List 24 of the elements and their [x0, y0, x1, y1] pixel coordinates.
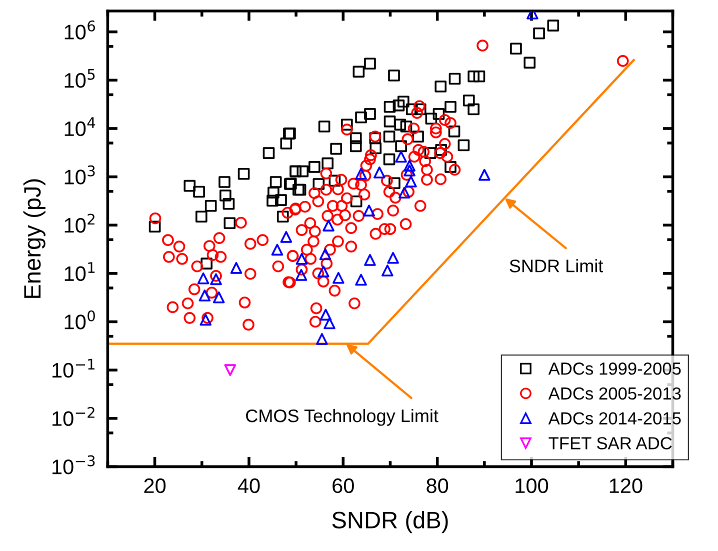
legend-label: ADCs 2005-2013 [548, 387, 681, 400]
y-tick-label: 10$^{2}$ [64, 214, 94, 233]
legend-label: ADCs 1999-2005 [548, 362, 681, 375]
x-tick-label: 20 [144, 478, 166, 494]
x-tick-label: 60 [332, 478, 354, 494]
annotation: CMOS Technology Limit [246, 408, 438, 426]
y-tick-label: 10$^{−1}$ [52, 358, 94, 378]
legend-label: ADCs 2014-2015 [548, 412, 681, 425]
y-tick-label: 10$^{0}$ [64, 310, 95, 330]
y-tick-label: 10$^{5}$ [64, 68, 95, 88]
x-tick-label: 100 [516, 478, 548, 494]
legend-label: TFET SAR ADC [548, 437, 672, 450]
annotation: SNDR Limit [510, 259, 604, 272]
y-tick-label: 10$^{4}$ [64, 117, 96, 136]
y-axis-title: Energy (pJ) [23, 179, 46, 298]
y-tick-label: 10$^{6}$ [64, 20, 95, 40]
y-tick-label: 10$^{3}$ [64, 165, 95, 184]
x-tick-label: 80 [426, 478, 448, 494]
y-tick-label: 10$^{1}$ [64, 262, 95, 282]
x-tick-label: 120 [610, 478, 642, 494]
y-tick-label: 10$^{−3}$ [52, 455, 95, 474]
x-tick-label: 40 [238, 478, 260, 494]
x-axis-title: SNDR (dB) [332, 511, 448, 534]
y-tick-label: 10$^{−2}$ [52, 406, 94, 426]
